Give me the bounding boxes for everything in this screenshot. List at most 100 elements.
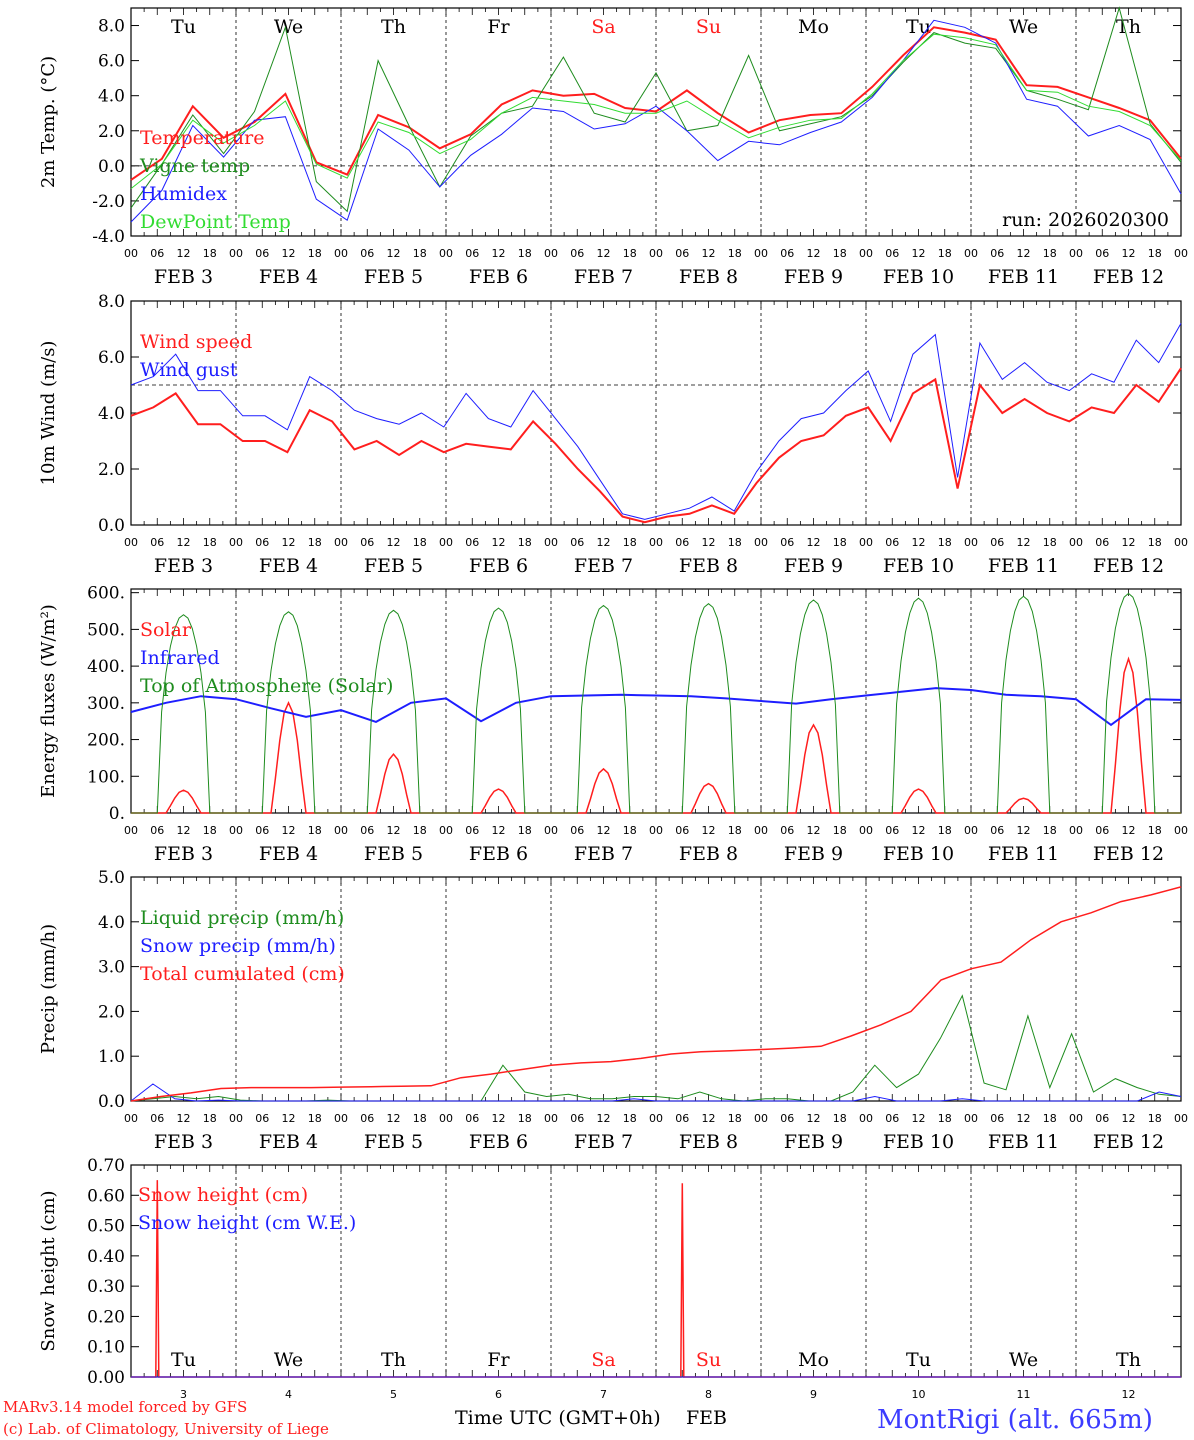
hour-tick-label: 00 [1069, 536, 1083, 549]
hour-tick-label: 00 [754, 536, 768, 549]
series-temperature [130, 26, 1182, 181]
hour-tick-label: 06 [990, 824, 1004, 837]
hour-tick-label: 12 [1017, 536, 1031, 549]
hour-tick-label: 06 [675, 824, 689, 837]
date-label: FEB 10 [883, 266, 954, 288]
date-label: FEB 9 [784, 266, 843, 288]
hour-tick-label: 18 [833, 536, 847, 549]
series-total-cumulated-cm- [130, 886, 1182, 1102]
date-label: FEB 8 [679, 843, 738, 865]
legend-entry: Vigne temp [139, 155, 250, 177]
hour-tick-label: 00 [964, 1112, 978, 1125]
hour-tick-label: 00 [439, 824, 453, 837]
hour-tick-label: 12 [282, 1112, 296, 1125]
hour-tick-label: 00 [229, 536, 243, 549]
y-tick-label: 6.0 [98, 348, 125, 368]
date-label: FEB 11 [988, 266, 1059, 288]
y-tick-label: 0.60 [87, 1186, 125, 1206]
date-label: FEB 6 [469, 555, 528, 577]
day-number-label: 4 [285, 1388, 292, 1401]
hour-tick-label: 06 [570, 536, 584, 549]
hour-tick-label: 18 [1148, 1112, 1162, 1125]
date-label: FEB 5 [364, 1131, 423, 1153]
hour-tick-label: 12 [702, 824, 716, 837]
y-axis-title: 2m Temp. (°C) [38, 56, 59, 188]
hour-tick-label: 06 [150, 1112, 164, 1125]
legend-entry: Infrared [140, 647, 220, 669]
series-dewpoint-temp [130, 33, 1182, 189]
y-tick-label: 0.50 [87, 1217, 125, 1237]
hour-tick-label: 06 [360, 1112, 374, 1125]
y-axis-title: Precip (mm/h) [38, 924, 59, 1054]
date-label: FEB 6 [469, 1131, 528, 1153]
day-number-label: 8 [705, 1388, 712, 1401]
date-label: FEB 6 [469, 843, 528, 865]
hour-tick-label: 00 [124, 536, 138, 549]
date-label: FEB 3 [154, 1131, 213, 1153]
day-number-label: 6 [495, 1388, 502, 1401]
hour-tick-label: 18 [203, 824, 217, 837]
hour-tick-label: 06 [360, 824, 374, 837]
date-label: FEB 3 [154, 555, 213, 577]
hour-tick-label: 06 [990, 1112, 1004, 1125]
y-tick-label: 0.40 [87, 1247, 125, 1267]
hour-tick-label: 00 [439, 247, 453, 260]
hour-tick-label: 18 [308, 824, 322, 837]
weekday-label: Th [381, 1349, 406, 1371]
weekday-label: Sa [591, 16, 615, 38]
hour-tick-label: 12 [492, 1112, 506, 1125]
hour-tick-label: 00 [1069, 247, 1083, 260]
hour-tick-label: 06 [885, 536, 899, 549]
hour-tick-label: 06 [990, 247, 1004, 260]
hour-tick-label: 06 [675, 536, 689, 549]
series-humidex [130, 19, 1182, 223]
hour-tick-label: 00 [754, 824, 768, 837]
hour-tick-label: 06 [1095, 824, 1109, 837]
hour-tick-label: 00 [754, 247, 768, 260]
hour-tick-label: 18 [518, 536, 532, 549]
date-label: FEB 12 [1093, 843, 1164, 865]
weekday-label: We [274, 1349, 303, 1371]
date-label: FEB 6 [469, 266, 528, 288]
hour-tick-label: 00 [859, 247, 873, 260]
date-label: FEB 12 [1093, 555, 1164, 577]
hour-tick-label: 06 [360, 247, 374, 260]
hour-tick-label: 06 [255, 536, 269, 549]
date-label: FEB 3 [154, 843, 213, 865]
y-tick-label: 0.0 [98, 157, 125, 177]
station-title: MontRigi (alt. 665m) [877, 1405, 1153, 1435]
series-wind-speed [130, 367, 1182, 524]
hour-tick-label: 12 [807, 824, 821, 837]
hour-tick-label: 00 [1174, 1112, 1188, 1125]
series-infrared [130, 687, 1182, 727]
hour-tick-label: 06 [570, 824, 584, 837]
hour-tick-label: 00 [964, 247, 978, 260]
hour-tick-label: 18 [1148, 536, 1162, 549]
hour-tick-label: 18 [308, 536, 322, 549]
day-number-label: 7 [600, 1388, 607, 1401]
y-tick-label: -2.0 [92, 192, 125, 212]
date-label: FEB 7 [574, 1131, 633, 1153]
weekday-label: Tu [171, 16, 196, 38]
hour-tick-label: 00 [229, 247, 243, 260]
hour-tick-label: 00 [964, 536, 978, 549]
legend-entry: Total cumulated (cm) [140, 963, 345, 985]
legend-entry: DewPoint Temp [140, 211, 291, 233]
y-tick-label: 5.0 [98, 868, 125, 888]
hour-tick-label: 18 [203, 247, 217, 260]
hour-tick-label: 12 [912, 824, 926, 837]
hour-tick-label: 06 [990, 536, 1004, 549]
hour-tick-label: 12 [1122, 824, 1136, 837]
series-snow-precip-mm-h- [130, 1083, 1182, 1102]
y-tick-label: 4.0 [98, 913, 125, 933]
hour-tick-label: 00 [859, 824, 873, 837]
hour-tick-label: 12 [282, 536, 296, 549]
hour-tick-label: 12 [597, 1112, 611, 1125]
hour-tick-label: 12 [597, 536, 611, 549]
hour-tick-label: 00 [334, 824, 348, 837]
weekday-label: Sa [591, 1349, 615, 1371]
hour-tick-label: 12 [807, 1112, 821, 1125]
hour-tick-label: 18 [1043, 1112, 1057, 1125]
hour-tick-label: 18 [938, 536, 952, 549]
hour-tick-label: 00 [124, 247, 138, 260]
